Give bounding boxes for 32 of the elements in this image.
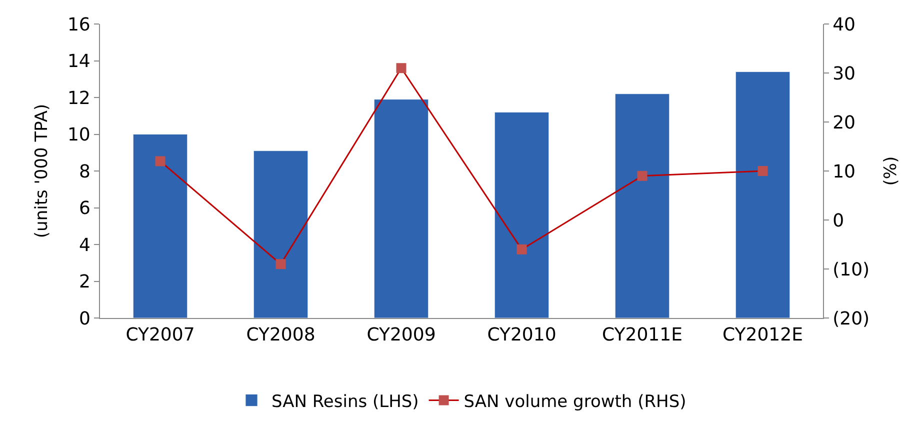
y2-tick-label: (10) xyxy=(832,259,870,280)
y2-tick-label: 0 xyxy=(832,210,844,232)
bar xyxy=(735,72,790,318)
y2-tick-label: 10 xyxy=(832,161,856,182)
y2-tick-label: 40 xyxy=(832,14,856,36)
y-tick-label: 12 xyxy=(67,88,90,109)
y-tick-label: 6 xyxy=(78,198,90,220)
x-tick-label: CY2008 xyxy=(246,324,316,346)
y-tick-label: 4 xyxy=(78,234,90,256)
y-axis-title: (units '000 TPA) xyxy=(32,104,52,238)
x-tick-label: CY2010 xyxy=(487,324,556,346)
x-tick-label: CY2012E xyxy=(722,324,803,346)
bar xyxy=(494,112,550,318)
y-tick-label: 2 xyxy=(78,272,90,293)
legend-label: SAN Resins (LHS) xyxy=(272,392,419,412)
legend-label: SAN volume growth (RHS) xyxy=(464,392,686,412)
y-tick-label: 8 xyxy=(78,161,90,182)
bar xyxy=(614,94,670,318)
bar xyxy=(132,134,188,318)
y2-tick-label: 30 xyxy=(832,63,856,84)
x-tick-label: CY2009 xyxy=(366,324,436,346)
y-tick-label: 10 xyxy=(67,124,90,146)
y-tick-label: 16 xyxy=(67,14,90,36)
x-tick-label: CY2007 xyxy=(126,324,195,346)
y2-tick-label: 20 xyxy=(832,112,856,134)
bar xyxy=(253,150,308,318)
y2-tick-label: (20) xyxy=(832,308,870,330)
x-tick-label: CY2011E xyxy=(602,324,682,346)
y2-axis-title: (%) xyxy=(880,156,901,186)
y-tick-label: 0 xyxy=(78,308,90,330)
bar xyxy=(374,99,429,318)
y-tick-label: 14 xyxy=(67,51,90,72)
